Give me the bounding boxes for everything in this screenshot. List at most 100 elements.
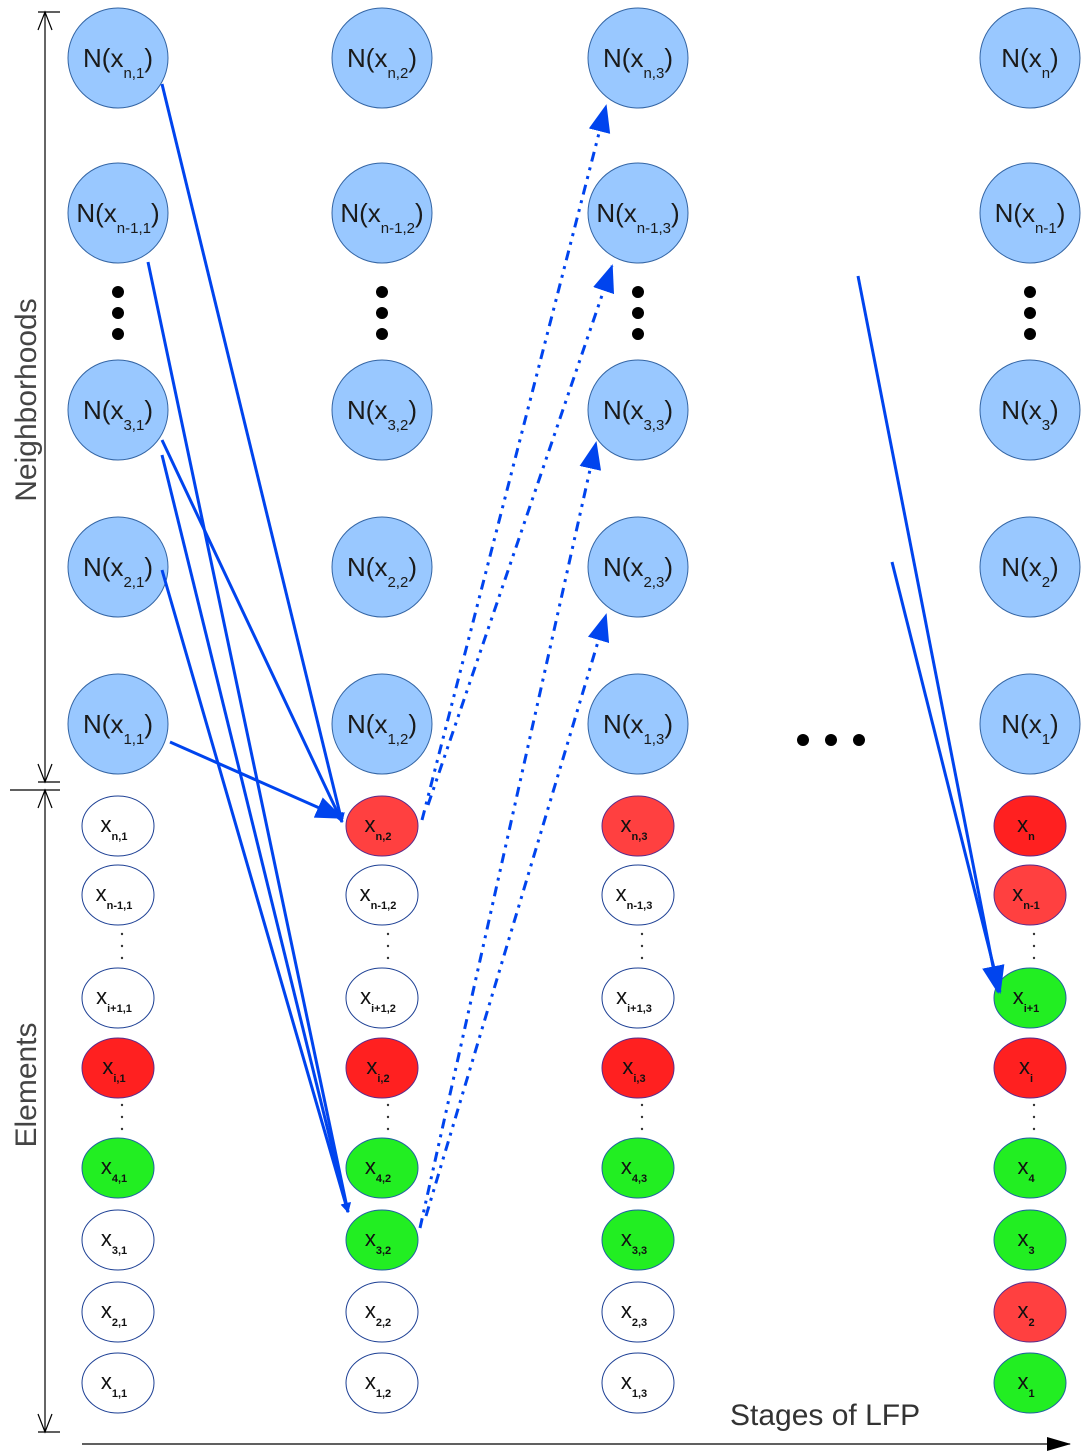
neighborhood-main: N(x [603, 395, 643, 425]
neighborhood-label: N(x2,3) [603, 552, 673, 591]
neighborhood-circle [979, 162, 1081, 264]
element-main: x [360, 881, 371, 906]
neighborhood-circle [67, 673, 169, 775]
element-label: x3 [1017, 1226, 1034, 1257]
element-ellipse [993, 1137, 1067, 1199]
neighborhood-sub: n,3 [643, 65, 664, 82]
ellipsis-dot [853, 734, 865, 746]
element-node: xn,3 [601, 795, 675, 857]
element-ellipse [81, 864, 155, 926]
element-sub: i+1,2 [371, 1003, 396, 1015]
element-ellipse [601, 967, 675, 1029]
node-grid: N(xn,1)N(xn-1,1)N(x3,1)N(x2,1)N(x1,1)xn,… [67, 7, 1081, 1414]
element-ellipse [81, 967, 155, 1029]
arrow [418, 441, 602, 1229]
neighborhood-main: N(x [347, 709, 387, 739]
neighborhood-circle [331, 162, 433, 264]
element-main: x [1013, 984, 1024, 1009]
neighborhood-close: ) [408, 709, 417, 739]
neighborhood-close: ) [664, 43, 673, 73]
neighborhood-circle [979, 673, 1081, 775]
neighborhoods-label: Neighborhoods [10, 298, 43, 501]
neighborhood-label: N(xn,2) [347, 43, 417, 82]
element-vdot [120, 956, 124, 960]
neighborhood-node: N(x2) [979, 516, 1081, 618]
element-sub: i,3 [633, 1073, 645, 1085]
element-main: x [1017, 1154, 1028, 1179]
element-label: xi,2 [366, 1054, 389, 1085]
neighborhood-main: N(x [603, 552, 643, 582]
element-vdot [1032, 1115, 1036, 1119]
neighborhood-main: N(x [1001, 552, 1041, 582]
neighborhood-sub: n-1,3 [637, 220, 671, 237]
element-label: x4 [1017, 1154, 1035, 1185]
neighborhood-main: N(x [603, 709, 643, 739]
element-sub: 2,3 [632, 1317, 647, 1329]
element-node: xi+1,1 [81, 967, 155, 1029]
element-main: x [1017, 812, 1028, 837]
neighborhood-label: N(x1,2) [347, 709, 417, 748]
neighborhood-label: N(xn) [1001, 43, 1058, 82]
neighborhood-sub: 2,2 [387, 574, 408, 591]
neighborhood-close: ) [408, 395, 417, 425]
element-node: x3,2 [345, 1209, 419, 1271]
element-main: x [365, 1154, 376, 1179]
neighborhood-label: N(xn-1,2) [340, 198, 423, 237]
neighborhood-label: N(x2) [1001, 552, 1058, 591]
neighborhood-label: N(x2,2) [347, 552, 417, 591]
neighborhood-circle [587, 359, 689, 461]
element-sub: 3,3 [632, 1245, 647, 1257]
stage-column: N(xn,1)N(xn-1,1)N(x3,1)N(x2,1)N(x1,1)xn,… [67, 7, 169, 1414]
element-label: x2,3 [621, 1298, 647, 1329]
neighborhood-close: ) [664, 552, 673, 582]
element-vdot [386, 944, 390, 948]
element-node: x1 [993, 1352, 1067, 1414]
neighborhood-node: N(x3,3) [587, 359, 689, 461]
element-vdot [386, 1115, 390, 1119]
element-sub: n-1,2 [371, 900, 397, 912]
neighborhood-close: ) [415, 198, 424, 228]
neighborhood-node: N(x2,2) [331, 516, 433, 618]
element-vdot [386, 956, 390, 960]
arrow [160, 439, 344, 823]
element-label: xi,3 [622, 1054, 645, 1085]
element-ellipse [81, 1037, 155, 1099]
element-main: x [616, 984, 627, 1009]
arrow [426, 264, 615, 806]
neighborhood-label: N(x3,1) [83, 395, 153, 434]
neighborhood-circle [979, 359, 1081, 461]
element-main: x [616, 881, 627, 906]
neighborhood-node: N(x2,1) [67, 516, 169, 618]
neighborhood-main: N(x [83, 43, 123, 73]
element-label: x4,2 [365, 1154, 391, 1185]
neighborhood-vdot [112, 328, 124, 340]
element-main: x [622, 1054, 633, 1079]
element-vdot [1032, 932, 1036, 936]
element-vdot [120, 932, 124, 936]
element-vdot [640, 1115, 644, 1119]
neighborhood-close: ) [1050, 395, 1059, 425]
neighborhood-sub: 1,3 [643, 731, 664, 748]
neighborhood-main: N(x [596, 198, 636, 228]
neighborhood-node: N(x1,3) [587, 673, 689, 775]
element-sub: 1,3 [632, 1388, 647, 1400]
ellipsis-dot [825, 734, 837, 746]
neighborhood-label: N(xn-1) [995, 198, 1066, 237]
neighborhood-circle [331, 516, 433, 618]
element-sub: 1,1 [112, 1388, 127, 1400]
element-ellipse [993, 864, 1067, 926]
element-label: x2 [1017, 1298, 1034, 1329]
element-label: xi+1 [1013, 984, 1040, 1015]
element-label: x1,1 [101, 1369, 127, 1400]
element-ellipse [81, 1137, 155, 1199]
neighborhood-circle [331, 7, 433, 109]
element-sub: 1 [1028, 1388, 1034, 1400]
element-node: x3 [993, 1209, 1067, 1271]
stages-label: Stages of LFP [730, 1399, 920, 1432]
arrows [146, 83, 1005, 1229]
element-main: x [101, 1226, 112, 1251]
neighborhood-sub: 1,2 [387, 731, 408, 748]
neighborhood-main: N(x [76, 198, 116, 228]
neighborhood-main: N(x [1001, 709, 1041, 739]
neighborhood-circle [587, 673, 689, 775]
